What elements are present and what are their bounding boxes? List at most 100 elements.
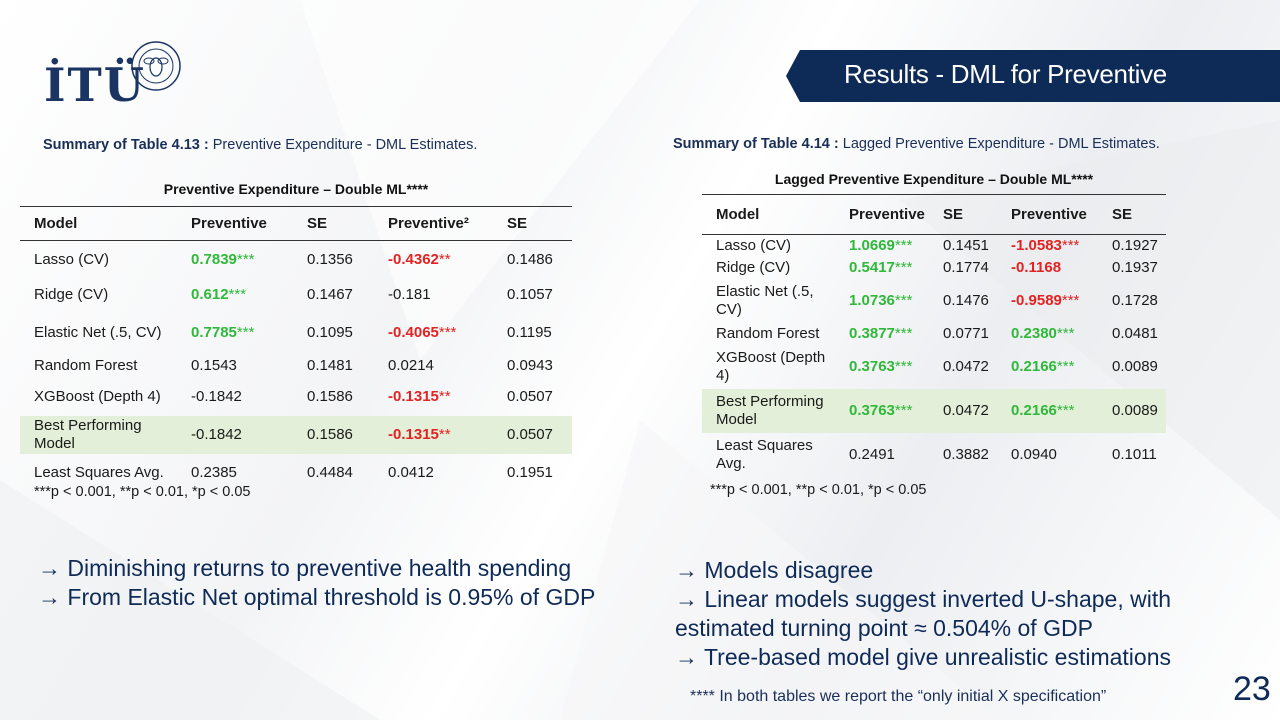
significance-stars: ***	[236, 250, 255, 268]
se-cell: 0.0472	[929, 388, 997, 433]
significance-stars: ***	[894, 258, 913, 276]
left-caption-bold: Summary of Table 4.13 :	[43, 137, 209, 153]
right-bullet-1: → Models disagree	[675, 557, 874, 583]
coef-cell: -0.181	[388, 286, 431, 303]
table-row: Ridge (CV) 0.5417*** 0.1774 -0.1168 0.1937	[702, 257, 1166, 279]
se-cell: 0.0771	[943, 324, 989, 342]
se-cell: 0.0472	[943, 357, 989, 375]
se-cell: 0.1195	[507, 323, 552, 341]
significance-stars: ***	[1056, 324, 1075, 342]
se-cell: 0.1586	[293, 415, 374, 454]
se-cell: 0.1467	[307, 286, 353, 303]
coef-cell: -0.9589***	[1011, 291, 1080, 309]
significance-stars: ***	[236, 323, 255, 341]
right-caption-bold: Summary of Table 4.14 :	[673, 136, 839, 152]
coef-cell: 0.3763***	[849, 357, 913, 375]
page-number: 23	[1233, 670, 1271, 708]
coef-cell: 0.2166***	[1011, 357, 1075, 375]
table-row: Lasso (CV) 0.7839*** 0.1356 -0.4362** 0.1486	[20, 241, 572, 279]
left-results-table: Model Preventive SE Preventive² SE Lasso (CV…	[20, 206, 572, 492]
model-cell: Lasso (CV)	[716, 236, 792, 254]
significance-stars: ***	[1056, 357, 1075, 375]
significance-stars: ***	[894, 401, 913, 419]
se-cell: 0.0089	[1098, 388, 1166, 433]
se-cell: 0.1937	[1112, 258, 1158, 276]
table-row: Elastic Net (.5, CV) 0.7785*** 0.1095 -0.40…	[20, 312, 572, 354]
coef-cell: 1.0669***	[849, 236, 913, 254]
model-cell: Least Squares Avg.	[34, 463, 164, 481]
left-bullet-2: → From Elastic Net optimal threshold is …	[38, 584, 596, 610]
se-cell: 0.1095	[307, 323, 353, 341]
table-row: Best Performing Model -0.1842 0.1586 -0.131…	[20, 415, 572, 454]
se-cell: 0.0089	[1112, 357, 1158, 375]
se-cell: 0.1481	[307, 356, 353, 374]
column-header: SE	[293, 206, 374, 241]
se-cell: 0.1927	[1112, 236, 1158, 254]
column-header: Preventive	[997, 194, 1098, 235]
significance-stars: **	[438, 250, 451, 268]
coef-cell: -0.1315**	[374, 415, 493, 454]
column-header: Preventive²	[374, 206, 493, 241]
table-row: Best Performing Model 0.3763*** 0.0472 0.21…	[702, 388, 1166, 433]
se-cell: 0.1951	[507, 463, 553, 481]
coef-cell: -0.1168	[1011, 258, 1062, 276]
se-cell: 0.1451	[943, 236, 989, 254]
itu-logo: İTÜ	[44, 40, 184, 116]
significance-stars: ***	[894, 324, 913, 342]
se-cell: 0.1011	[1112, 445, 1157, 463]
coef-cell: 0.0214	[388, 356, 434, 374]
significance-stars: ***	[438, 323, 457, 341]
slide-title: Results - DML for Preventive	[844, 59, 1167, 89]
model-cell: Elastic Net (.5, CV)	[716, 282, 814, 318]
coef-cell: 0.2385	[191, 463, 237, 481]
model-cell: Elastic Net (.5, CV)	[34, 323, 162, 341]
left-caption-rest: Preventive Expenditure - DML Estimates.	[208, 137, 478, 153]
right-caption: Summary of Table 4.14 : Lagged Preventiv…	[673, 136, 1160, 152]
coef-cell: 0.1543	[191, 356, 237, 374]
column-header: Preventive	[177, 206, 293, 241]
footnote: **** In both tables we report the “only …	[690, 688, 1107, 705]
coef-cell: 0.2166***	[997, 388, 1098, 433]
coef-cell: -0.1842	[191, 387, 242, 405]
model-cell: Least Squares Avg.	[716, 436, 813, 472]
se-cell: 0.0943	[507, 356, 553, 374]
se-cell: 0.1356	[307, 250, 353, 268]
left-table-title: Preventive Expenditure – Double ML****	[163, 181, 429, 197]
coef-cell: -0.4065***	[388, 323, 457, 341]
column-header: SE	[929, 194, 997, 235]
coef-cell: 0.2380***	[1011, 324, 1075, 342]
model-cell: XGBoost (Depth 4)	[34, 387, 161, 405]
table-row: Lasso (CV) 1.0669*** 0.1451 -1.0583*** 0.192…	[702, 235, 1166, 257]
se-cell: 0.1057	[507, 286, 553, 303]
coef-cell: 0.5417***	[849, 258, 913, 276]
significance-stars: ***	[894, 236, 913, 254]
coef-cell: 0.7785***	[191, 323, 255, 341]
coef-cell: 0.0412	[388, 463, 434, 481]
right-bullets: → Models disagree → Linear models sugges…	[675, 556, 1235, 672]
model-cell: Lasso (CV)	[34, 250, 110, 268]
coef-cell: -0.1842	[177, 415, 293, 454]
table-row: XGBoost (Depth 4) -0.1842 0.1586 -0.1315** 0…	[20, 378, 572, 416]
significance-stars: **	[438, 425, 451, 443]
significance-stars: ***	[894, 291, 913, 309]
significance-stars: **	[438, 387, 451, 405]
se-cell: 0.1728	[1112, 291, 1158, 309]
model-cell: XGBoost (Depth 4)	[716, 348, 826, 384]
significance-stars: ***	[1061, 236, 1080, 254]
column-header: SE	[493, 206, 572, 241]
significance-stars: ***	[1056, 401, 1075, 419]
table-row: Random Forest 0.3877*** 0.0771 0.2380*** 0.0…	[702, 323, 1166, 345]
se-cell: 0.1586	[307, 387, 353, 405]
right-table-title: Lagged Preventive Expenditure – Double M…	[774, 171, 1094, 187]
se-cell: 0.0507	[507, 387, 553, 405]
coef-cell: -0.4362**	[388, 250, 451, 268]
coef-cell: 0.7839***	[191, 250, 255, 268]
coef-cell: 0.3877***	[849, 324, 913, 342]
coef-cell: 1.0736***	[849, 291, 913, 309]
logo-text: İTÜ	[44, 58, 146, 112]
table-row: XGBoost (Depth 4) 0.3763*** 0.0472 0.2166**…	[702, 345, 1166, 389]
coef-cell: 0.3763***	[835, 388, 929, 433]
se-cell: 0.1486	[507, 250, 553, 268]
se-cell: 0.0507	[493, 415, 572, 454]
se-cell: 0.4484	[307, 463, 353, 481]
